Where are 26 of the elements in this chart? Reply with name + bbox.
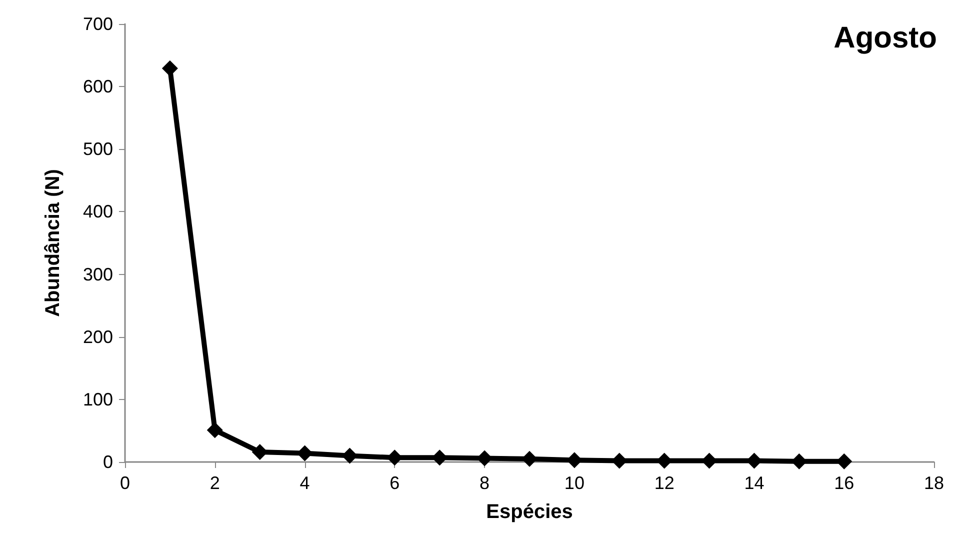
point — [206, 422, 223, 438]
point — [162, 60, 178, 76]
x-tick-label: 2 — [210, 473, 220, 493]
x-tick-label: 12 — [654, 473, 674, 493]
y-axis-title: Abundância (N) — [42, 169, 64, 317]
chart-title: Agosto — [834, 22, 938, 54]
x-tick-label: 4 — [300, 473, 310, 493]
point — [252, 444, 268, 460]
y-tick-label: 100 — [82, 389, 113, 410]
point — [836, 453, 852, 470]
y-tick-label: 300 — [82, 264, 113, 284]
x-tick-label: 8 — [480, 473, 490, 493]
x-tick-label: 16 — [834, 473, 854, 493]
point — [522, 450, 538, 467]
y-tick-label: 400 — [82, 202, 113, 222]
y-tick-label: 0 — [102, 452, 113, 472]
y-tick-label: 200 — [82, 326, 113, 347]
x-tick-label: 6 — [390, 473, 400, 493]
x-tick-label: 0 — [120, 473, 130, 493]
x-tick-label: 18 — [924, 473, 944, 493]
x-axis-title: Espécies — [486, 501, 573, 523]
x-tick-label: 10 — [564, 473, 584, 493]
y-tick-label: 500 — [82, 139, 113, 160]
y-tick-label: 700 — [82, 14, 113, 34]
x-tick-label: 14 — [744, 473, 764, 493]
y-tick-label: 600 — [82, 76, 113, 97]
